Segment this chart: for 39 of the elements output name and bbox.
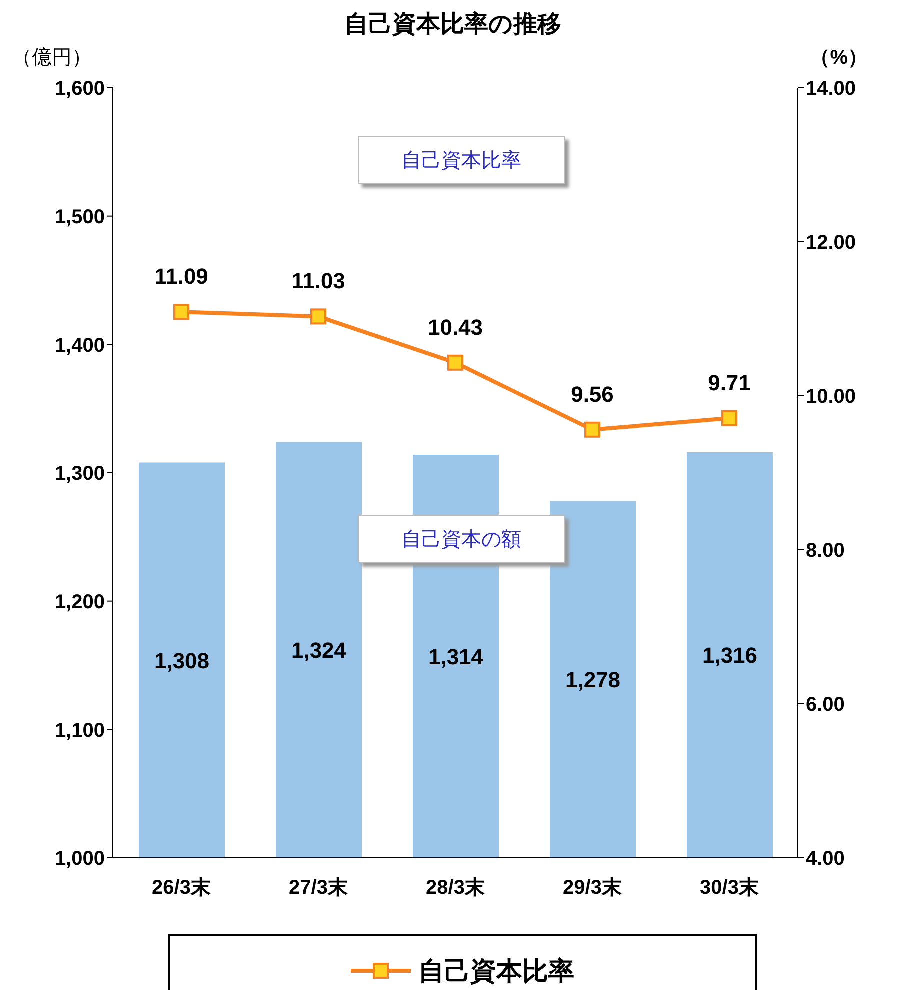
data-label: 1,314 [428,644,484,670]
caption-box: 自己資本の額 [358,515,565,563]
data-label: 9.71 [708,370,751,396]
point [448,354,464,371]
data-label: 11.09 [154,264,208,290]
point [310,308,326,325]
y-axis-title: （億円） [12,46,92,71]
data-label: 1,308 [154,648,210,674]
y-tick-label: 1,100 [54,720,105,742]
y-tick-label: 1,300 [54,463,105,486]
point [174,304,190,320]
data-label: 1,316 [702,643,758,668]
chart-title: 自己資本比率の推移 [344,10,562,40]
data-label: 1,278 [565,668,621,693]
legend-label: 自己資本比率 [418,954,574,988]
y2-tick-label: 10.00 [806,386,856,408]
y2-axis-title: （%） [810,46,868,71]
y-tick-label: 1,500 [54,206,105,228]
caption-box: 自己資本比率 [358,136,565,184]
y-tick-label: 1,600 [54,78,105,100]
data-label: 9.56 [571,382,614,407]
y2-tick-label: 14.00 [806,78,856,100]
y-tick-label: 1,400 [54,334,105,357]
y2-tick-label: 4.00 [806,848,845,870]
y-tick-label: 1,200 [54,591,105,614]
x-tick-label: 28/3末 [426,877,486,900]
data-label: 11.03 [292,268,346,294]
x-tick-label: 29/3末 [563,877,623,900]
y2-tick-label: 12.00 [806,232,856,254]
x-tick-label: 27/3末 [289,877,349,900]
x-tick-label: 26/3末 [152,877,212,900]
data-label: 10.43 [428,314,484,340]
y2-tick-label: 8.00 [806,540,845,562]
y2-tick-label: 6.00 [806,694,845,716]
point [584,422,600,438]
point [722,410,738,426]
x-tick-label: 30/3末 [700,877,760,900]
y-tick-label: 1,000 [54,848,105,870]
data-label: 1,324 [291,638,348,664]
